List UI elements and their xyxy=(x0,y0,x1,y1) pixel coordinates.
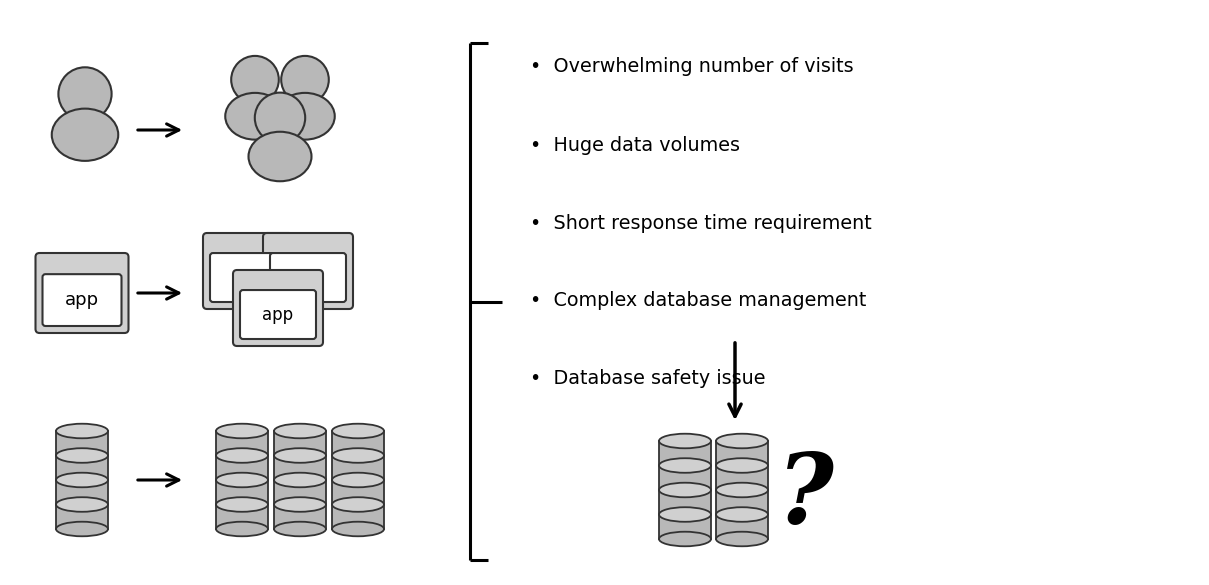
FancyBboxPatch shape xyxy=(35,253,128,333)
Text: app: app xyxy=(232,269,264,287)
Ellipse shape xyxy=(56,473,108,487)
Ellipse shape xyxy=(716,458,768,473)
Circle shape xyxy=(58,67,111,121)
Circle shape xyxy=(231,56,279,104)
Ellipse shape xyxy=(332,497,384,512)
Ellipse shape xyxy=(56,522,108,536)
Bar xyxy=(274,431,326,529)
Ellipse shape xyxy=(216,497,268,512)
Ellipse shape xyxy=(659,532,711,546)
Circle shape xyxy=(282,56,329,104)
Ellipse shape xyxy=(659,458,711,473)
Text: •  Overwhelming number of visits: • Overwhelming number of visits xyxy=(530,57,854,77)
Text: app: app xyxy=(65,291,99,309)
Ellipse shape xyxy=(332,473,384,487)
Bar xyxy=(659,441,711,539)
Ellipse shape xyxy=(216,424,268,438)
Circle shape xyxy=(255,92,305,143)
FancyBboxPatch shape xyxy=(210,253,287,302)
Ellipse shape xyxy=(52,109,118,161)
Ellipse shape xyxy=(274,497,326,512)
Text: •  Complex database management: • Complex database management xyxy=(530,291,867,311)
Ellipse shape xyxy=(716,433,768,448)
Ellipse shape xyxy=(225,93,285,140)
Ellipse shape xyxy=(659,507,711,522)
Ellipse shape xyxy=(716,507,768,522)
Ellipse shape xyxy=(659,483,711,497)
Bar xyxy=(216,431,268,529)
Ellipse shape xyxy=(274,522,326,536)
FancyBboxPatch shape xyxy=(270,253,346,302)
Text: •  Short response time requirement: • Short response time requirement xyxy=(530,214,872,232)
FancyBboxPatch shape xyxy=(233,270,323,346)
Ellipse shape xyxy=(56,424,108,438)
Ellipse shape xyxy=(274,448,326,463)
Ellipse shape xyxy=(249,132,312,181)
Bar xyxy=(716,441,768,539)
Ellipse shape xyxy=(716,532,768,546)
Ellipse shape xyxy=(332,522,384,536)
FancyBboxPatch shape xyxy=(264,233,353,309)
Ellipse shape xyxy=(276,93,335,140)
Ellipse shape xyxy=(659,433,711,448)
Ellipse shape xyxy=(216,473,268,487)
Text: •  Database safety issue: • Database safety issue xyxy=(530,370,765,388)
Ellipse shape xyxy=(56,448,108,463)
Ellipse shape xyxy=(216,448,268,463)
Ellipse shape xyxy=(216,522,268,536)
Ellipse shape xyxy=(274,473,326,487)
Ellipse shape xyxy=(332,448,384,463)
Text: app: app xyxy=(293,269,324,287)
FancyBboxPatch shape xyxy=(42,274,121,326)
Ellipse shape xyxy=(332,424,384,438)
Text: •  Huge data volumes: • Huge data volumes xyxy=(530,136,740,154)
Bar xyxy=(332,431,384,529)
Ellipse shape xyxy=(274,424,326,438)
Ellipse shape xyxy=(56,497,108,512)
Text: ?: ? xyxy=(776,450,833,544)
Bar xyxy=(56,431,108,529)
FancyBboxPatch shape xyxy=(203,233,293,309)
Text: app: app xyxy=(262,305,294,324)
FancyBboxPatch shape xyxy=(241,290,316,339)
Ellipse shape xyxy=(716,483,768,497)
